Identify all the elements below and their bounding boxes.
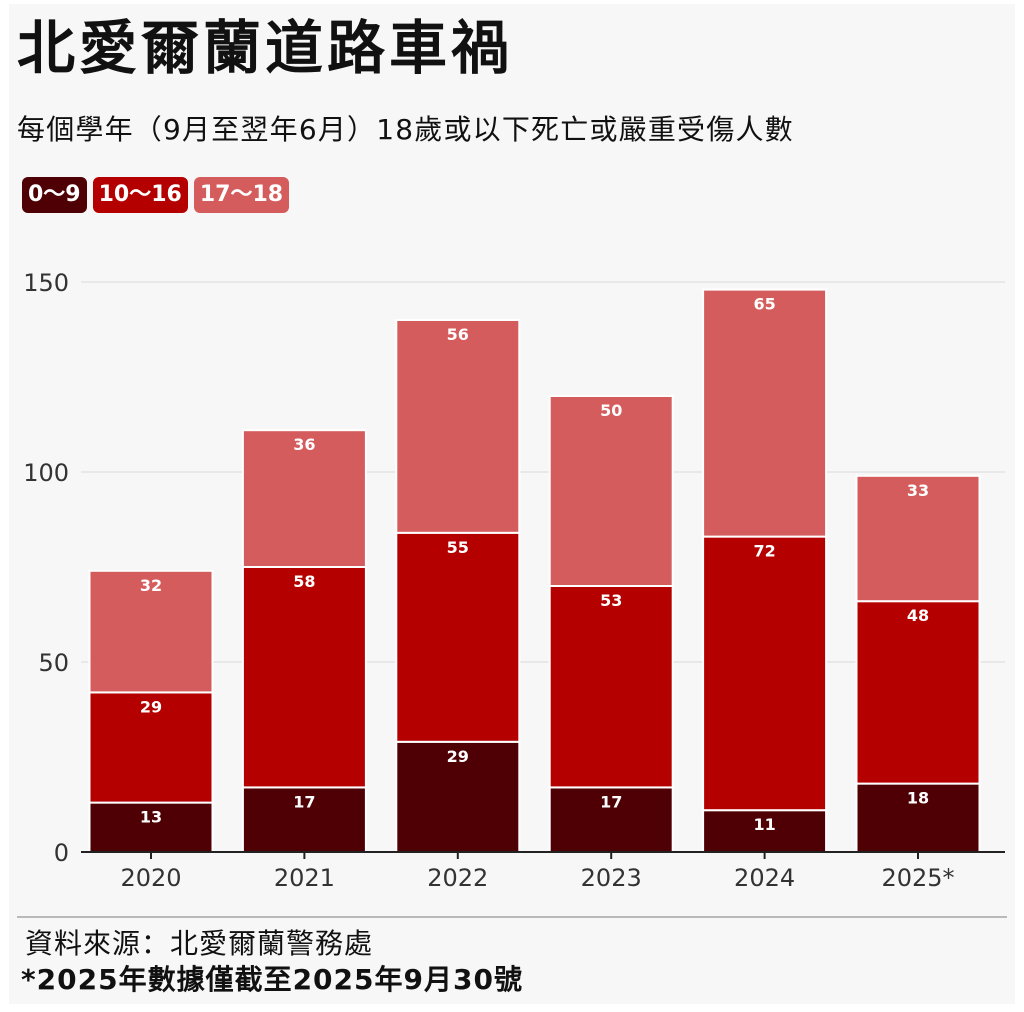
bar-value-label: 11 — [753, 815, 775, 834]
bar-value-label: 32 — [140, 576, 162, 595]
bars — [88, 288, 981, 854]
bar-segment-age-17-18 — [395, 319, 521, 534]
bar-segment-age-17-18 — [855, 474, 981, 603]
x-tick-label: 2023 — [581, 864, 642, 892]
bar-value-label: 29 — [140, 697, 162, 716]
axes: 0 50 100 150 2020 2021 2022 2023 2024 2025* — [23, 269, 1005, 892]
bar-segment-age-0-9 — [241, 786, 367, 854]
y-tick-label: 150 — [23, 269, 69, 297]
bar-value-label: 58 — [293, 572, 315, 591]
bar-segment-age-10-16 — [855, 600, 981, 785]
bar-value-label: 55 — [447, 538, 469, 557]
x-tick-label: 2024 — [734, 864, 795, 892]
chart-page: 北愛爾蘭道路車禍 每個學年（9月至翌年6月）18歲或以下死亡或嚴重受傷人數 0～… — [9, 4, 1015, 1004]
y-tick-label: 100 — [23, 459, 69, 487]
chart-legend: 0～9 10～16 17～18 — [22, 177, 290, 213]
x-tick-label: 2025* — [881, 864, 954, 892]
source-note: 資料來源：北愛爾蘭警務處 — [25, 927, 374, 960]
bar-segment-age-0-9 — [548, 786, 674, 854]
bar-value-label: 17 — [293, 792, 315, 811]
bar-segment-age-10-16 — [88, 691, 214, 804]
x-tick-label: 2021 — [274, 864, 335, 892]
x-tick-label: 2022 — [427, 864, 488, 892]
bar-value-label: 56 — [447, 325, 469, 344]
bar-value-label: 18 — [907, 789, 929, 808]
bar-value-label: 17 — [600, 792, 622, 811]
bar-value-label: 36 — [293, 435, 315, 454]
bar-value-label: 33 — [907, 481, 929, 500]
y-tick-label: 50 — [38, 649, 69, 677]
bar-value-label: 53 — [600, 591, 622, 610]
bar-segment-age-17-18 — [702, 288, 828, 538]
x-tick-label: 2020 — [120, 864, 181, 892]
data-labels: 13 29 32 17 58 36 29 55 56 17 53 50 11 72 65 18 48 33 — [140, 295, 929, 835]
bar-segment-age-10-16 — [241, 566, 367, 789]
bar-segment-age-0-9 — [88, 801, 214, 853]
bar-value-label: 29 — [447, 747, 469, 766]
bar-segment-age-17-18 — [241, 429, 367, 569]
grid-lines — [81, 281, 1005, 663]
bar-segment-age-0-9 — [395, 740, 521, 853]
stacked-bar-chart: 13 29 32 17 58 36 29 55 56 17 53 50 11 72 65 18 48 33 0 50… — [23, 269, 1005, 892]
bar-segment-age-10-16 — [548, 585, 674, 789]
chart-title: 北愛爾蘭道路車禍 — [17, 14, 514, 82]
legend-item-17-18: 17～18 — [193, 177, 290, 213]
bar-value-label: 13 — [140, 808, 162, 827]
bar-segment-age-10-16 — [702, 535, 828, 812]
y-tick-label: 0 — [54, 839, 69, 867]
legend-item-0-9: 0～9 — [22, 177, 87, 213]
bar-value-label: 65 — [753, 295, 775, 314]
chart-subtitle: 每個學年（9月至翌年6月）18歲或以下死亡或嚴重受傷人數 — [17, 113, 794, 146]
bar-segment-age-10-16 — [395, 531, 521, 743]
bar-segment-age-17-18 — [548, 395, 674, 587]
bar-segment-age-0-9 — [855, 782, 981, 853]
footnote: *2025年數據僅截至2025年9月30號 — [21, 963, 523, 996]
bar-value-label: 72 — [753, 542, 775, 561]
bar-value-label: 48 — [907, 606, 929, 625]
bar-value-label: 50 — [600, 401, 622, 420]
legend-item-10-16: 10～16 — [92, 177, 188, 213]
footer-divider — [17, 916, 1007, 918]
bar-segment-age-17-18 — [88, 569, 214, 694]
